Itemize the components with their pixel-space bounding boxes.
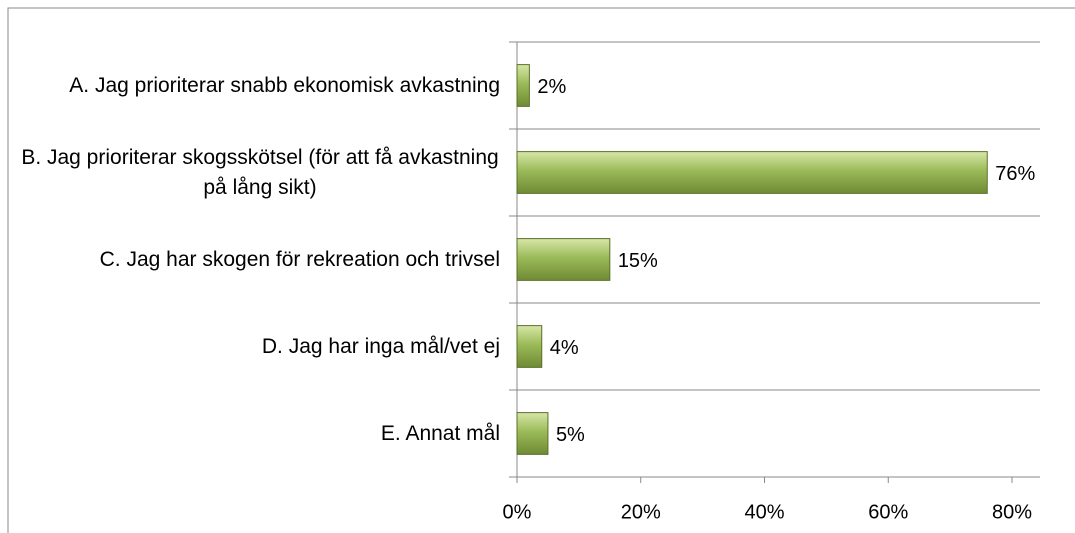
x-tick-label: 40% <box>744 501 784 523</box>
value-label: 15% <box>618 250 658 272</box>
category-text: D. Jag har inga mål/vet ej <box>261 334 500 358</box>
frame <box>7 7 1075 533</box>
bar <box>516 412 549 455</box>
category-text: E. Annat mål <box>380 421 500 445</box>
category-text: B. Jag prioriterar skogsskötsel (för att… <box>21 145 499 199</box>
bar <box>516 325 543 368</box>
category-text: A. Jag prioriterar snabb ekonomisk avkas… <box>69 73 500 97</box>
value-label: 5% <box>556 424 585 446</box>
x-tick-label: 0% <box>503 501 532 523</box>
bar <box>516 64 530 107</box>
category-label: B. Jag prioriterar skogsskötsel (för att… <box>20 129 500 216</box>
bar <box>516 151 988 194</box>
bar <box>516 238 611 281</box>
category-text: C. Jag har skogen för rekreation och tri… <box>99 247 500 271</box>
value-label: 2% <box>537 76 566 98</box>
x-tick-label: 60% <box>868 501 908 523</box>
value-label: 76% <box>995 163 1035 185</box>
category-label: C. Jag har skogen för rekreation och tri… <box>20 216 500 303</box>
category-label: D. Jag har inga mål/vet ej <box>20 303 500 390</box>
x-tick-label: 20% <box>621 501 661 523</box>
category-label: A. Jag prioriterar snabb ekonomisk avkas… <box>20 42 500 129</box>
x-tick-label: 80% <box>992 501 1032 523</box>
value-label: 4% <box>550 337 579 359</box>
category-label: E. Annat mål <box>20 390 500 477</box>
